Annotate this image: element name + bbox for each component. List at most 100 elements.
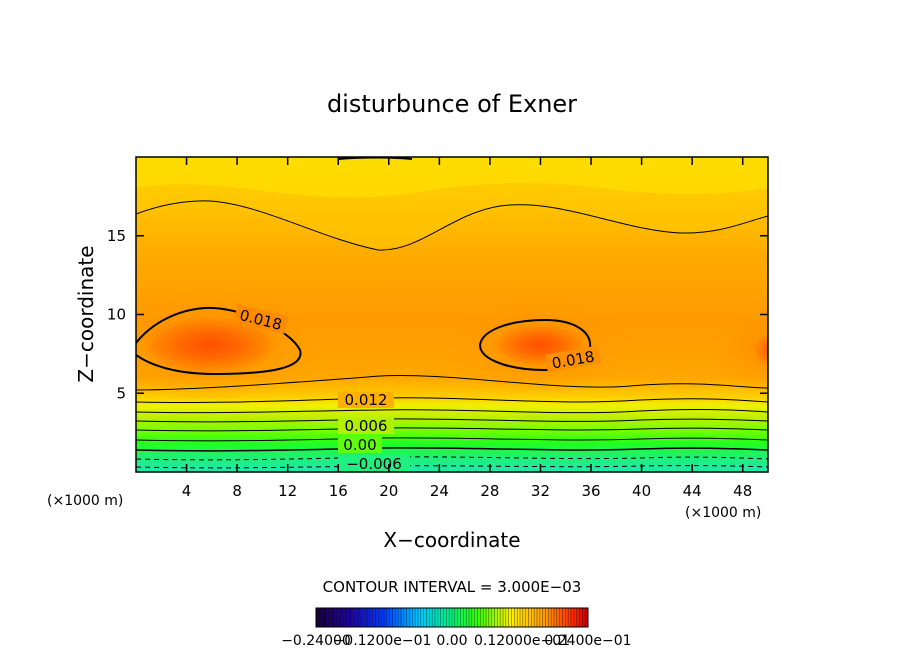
colorbar-swatch [568, 608, 571, 627]
colorbar-swatch [520, 608, 523, 627]
hot-core-3 [753, 332, 768, 368]
contour-interval: CONTOUR INTERVAL = 3.000E−03 [323, 578, 582, 596]
colorbar-swatch [503, 608, 506, 627]
colorbar-swatch [316, 608, 319, 627]
top-band [136, 157, 768, 198]
colorbar-swatch [573, 608, 577, 627]
colorbar-swatch [539, 608, 543, 627]
colorbar-swatch [386, 608, 390, 627]
colorbar-swatch [508, 608, 512, 627]
x-tick-label: 32 [531, 482, 550, 500]
contour-line-015 [136, 375, 768, 391]
colorbar-swatch [358, 608, 362, 627]
colorbar-swatch [423, 608, 427, 627]
colorbar-swatch [440, 608, 444, 627]
x-tick-label: 4 [182, 482, 192, 500]
colorbar-swatch [398, 608, 401, 627]
colorbar-swatch [477, 608, 481, 627]
contour-line-018-left [136, 306, 302, 376]
colorbar-swatch [491, 608, 495, 627]
x-tick-label: 44 [683, 482, 702, 500]
colorbar-swatch [457, 608, 461, 627]
contour-label-006: 0.006 [345, 417, 388, 435]
colorbar-tick-label: −0.24000 [281, 633, 351, 649]
contour-label-bg-3 [338, 392, 394, 408]
colorbar-swatch [367, 608, 370, 627]
colorbar-swatch [378, 608, 382, 627]
colorbar-swatch [403, 608, 407, 627]
colorbar-swatch [330, 608, 333, 627]
colorbar-frame [315, 607, 589, 628]
colorbar-swatch [415, 608, 418, 627]
x-axis-label: X−coordinate [383, 528, 520, 552]
y-axis-ticks: 5 10 15 [107, 227, 768, 402]
colorbar-swatch [338, 608, 342, 627]
colorbar-swatch [352, 608, 356, 627]
colorbar-swatch [333, 608, 336, 627]
contour-label-neg006: −0.006 [346, 455, 402, 473]
contour-line-007 [136, 418, 768, 423]
colorbar-swatch [514, 608, 518, 627]
contour-line-upper [136, 200, 768, 251]
colorbar-swatch [517, 608, 520, 627]
colorbar-swatch [511, 608, 515, 627]
colorbar-swatch [321, 608, 325, 627]
colorbar-swatch [559, 608, 563, 627]
colorbar-swatch [418, 608, 421, 627]
colorbar-tick-label: 0.2400e−01 [544, 633, 631, 649]
colorbar-swatch [505, 608, 509, 627]
colorbar-swatch [551, 608, 554, 627]
colorbar-swatch [335, 608, 339, 627]
colorbar-swatch [355, 608, 359, 627]
x-tick-label: 48 [733, 482, 752, 500]
contour-line-006 [136, 427, 768, 432]
colorbar-swatch [525, 608, 529, 627]
contour-field: 0.018 0.018 0.012 0.006 0.00 −0.006 [136, 157, 768, 473]
colorbar-swatch [463, 608, 467, 627]
colorbar-swatch [392, 608, 396, 627]
x-tick-label: 40 [632, 482, 651, 500]
contour-label-012: 0.012 [345, 391, 388, 409]
x-tick-label: 8 [232, 482, 242, 500]
colorbar-swatch [531, 608, 535, 627]
colorbar-swatch [500, 608, 503, 627]
colorbar-swatch [585, 608, 588, 627]
contour-label-bg-6 [338, 456, 410, 471]
colorbar-swatch [474, 608, 478, 627]
y-tick-label: 10 [107, 306, 126, 324]
colorbar-swatch [542, 608, 546, 627]
x-tick-label: 36 [581, 482, 600, 500]
colorbar-swatch [534, 608, 537, 627]
colorbar-tick-label: −0.1200e−01 [333, 633, 432, 649]
colorbar-swatch [375, 608, 379, 627]
x-tick-label: 24 [430, 482, 449, 500]
colorbar-tick-label: 0.00 [436, 633, 467, 649]
contour-line-neg006 [136, 465, 768, 469]
colorbar-swatch [361, 608, 365, 627]
colorbar-swatch [562, 608, 566, 627]
colorbar-swatch [395, 608, 399, 627]
colorbar-swatch [494, 608, 498, 627]
colorbar-swatch [420, 608, 424, 627]
colorbar-swatch [528, 608, 532, 627]
contour-line-neg003 [136, 456, 768, 461]
colorbar-swatch [565, 608, 569, 627]
colorbar-swatch [452, 608, 455, 627]
contour-label-bg-5 [338, 437, 382, 453]
colorbar-swatch [372, 608, 376, 627]
colorbar-swatch [576, 608, 580, 627]
contour-label-bg-1 [233, 303, 289, 335]
colorbar-swatch [381, 608, 384, 627]
colorbar-swatch [347, 608, 350, 627]
colorbar-swatch [384, 608, 387, 627]
contour-line-009 [136, 408, 768, 414]
colorbar-swatch [522, 608, 526, 627]
colorbar-swatch [582, 608, 586, 627]
contour-line-012 [136, 397, 768, 404]
y-tick-label: 5 [116, 384, 126, 402]
colorbar-swatch [432, 608, 435, 627]
colorbar-swatch [341, 608, 345, 627]
colorbar-swatch [443, 608, 447, 627]
colorbar-swatch [548, 608, 552, 627]
